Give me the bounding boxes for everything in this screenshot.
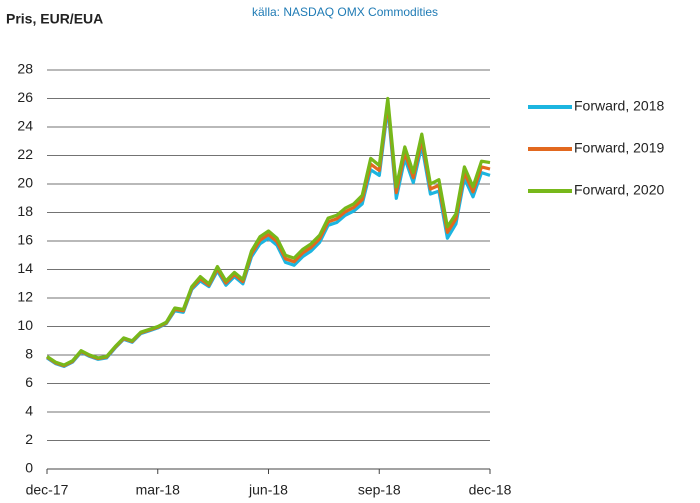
x-tick-label: dec-17 xyxy=(26,482,69,498)
y-tick-label: 6 xyxy=(25,374,33,390)
x-tick-label: mar-18 xyxy=(136,482,181,498)
y-tick-label: 0 xyxy=(25,460,33,476)
y-tick-label: 20 xyxy=(17,175,33,191)
y-tick-label: 8 xyxy=(25,346,33,362)
y-tick-label: 28 xyxy=(17,61,33,77)
chart-subtitle: källa: NASDAQ OMX Commodities xyxy=(252,5,438,19)
y-tick-label: 26 xyxy=(17,89,33,105)
y-tick-label: 10 xyxy=(17,317,33,333)
y-tick-label: 16 xyxy=(17,232,33,248)
legend-label: Forward, 2019 xyxy=(574,140,664,156)
y-tick-label: 4 xyxy=(25,403,33,419)
y-tick-label: 2 xyxy=(25,431,33,447)
y-tick-label: 18 xyxy=(17,203,33,219)
y-tick-label: 14 xyxy=(17,260,33,276)
y-tick-label: 22 xyxy=(17,146,33,162)
legend-label: Forward, 2020 xyxy=(574,182,664,198)
legend-label: Forward, 2018 xyxy=(574,98,664,114)
x-tick-label: jun-18 xyxy=(248,482,288,498)
x-tick-label: dec-18 xyxy=(469,482,512,498)
y-tick-label: 24 xyxy=(17,118,33,134)
y-tick-label: 12 xyxy=(17,289,33,305)
series-line xyxy=(46,96,491,367)
x-tick-label: sep-18 xyxy=(358,482,401,498)
chart-title: Pris, EUR/EUA xyxy=(6,11,103,27)
